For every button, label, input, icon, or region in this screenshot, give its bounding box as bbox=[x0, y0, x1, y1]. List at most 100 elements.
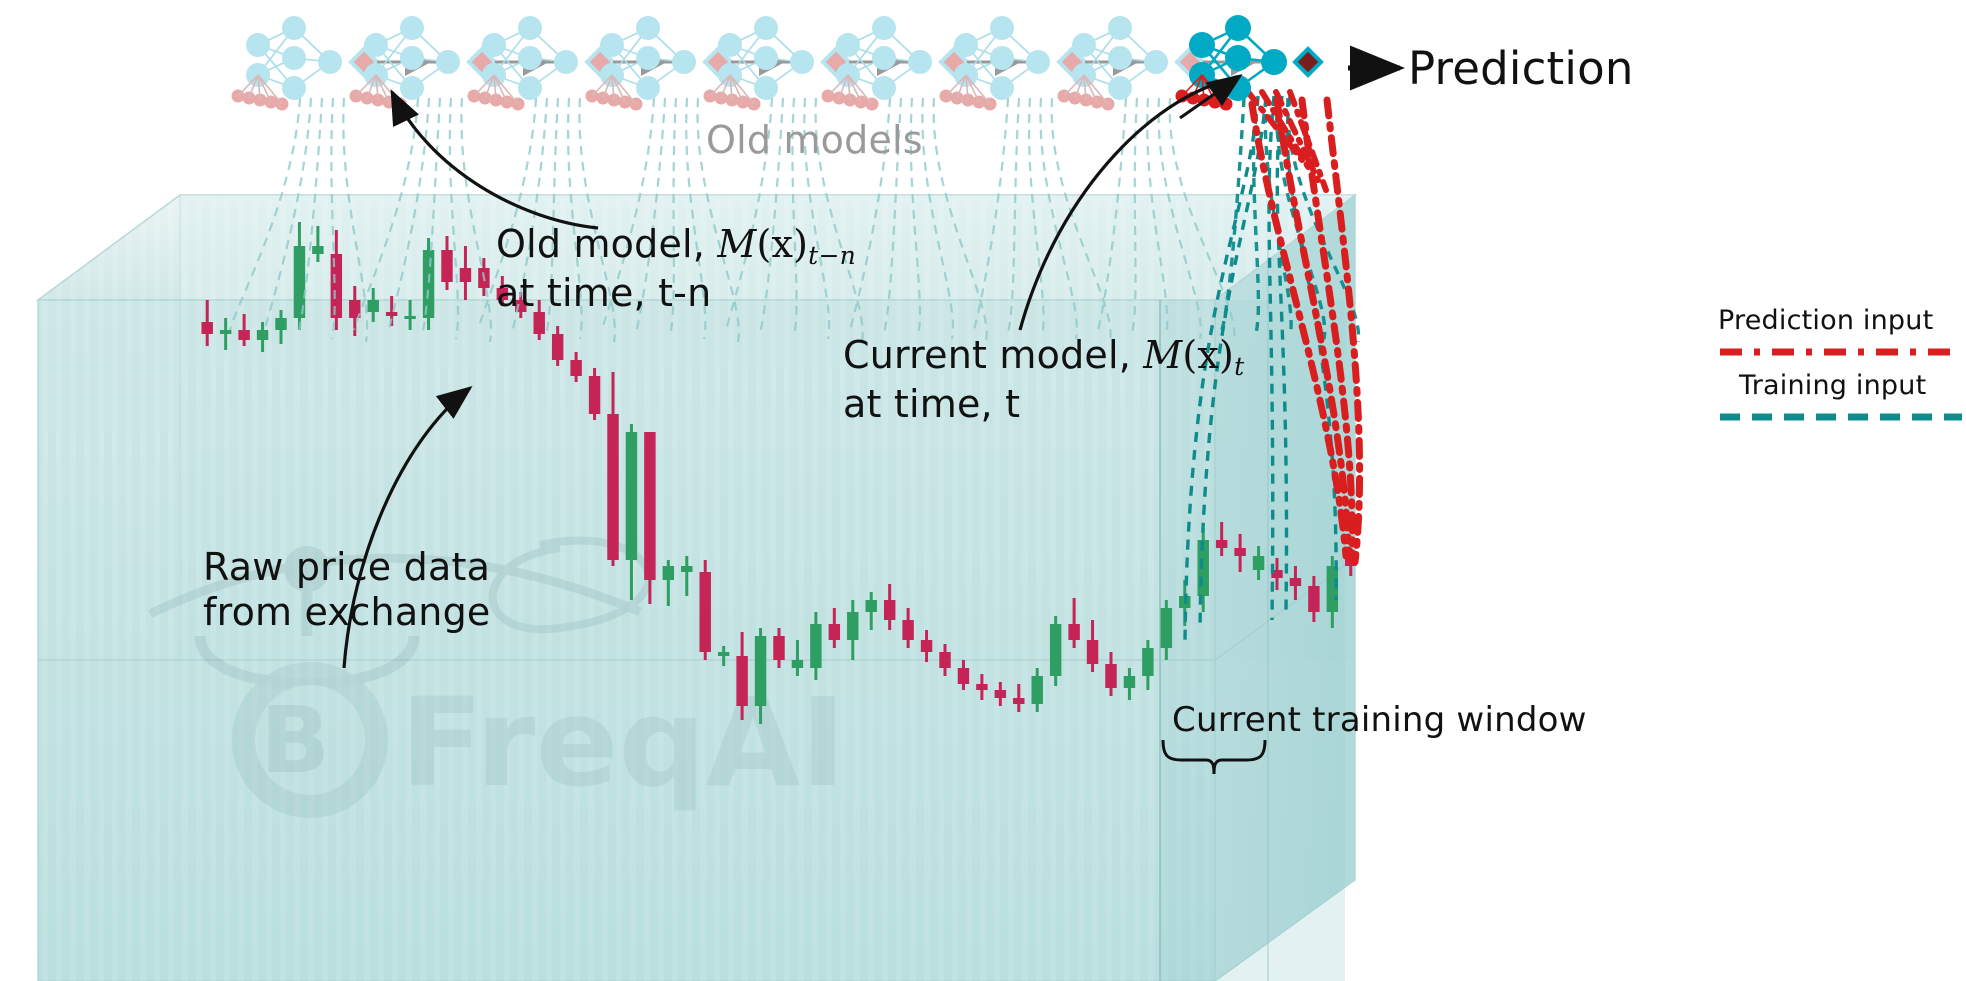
candle-body bbox=[1105, 664, 1117, 688]
network-node bbox=[872, 16, 896, 40]
network-input-edge bbox=[611, 74, 615, 101]
network-input-edge bbox=[1083, 74, 1098, 103]
candle-body bbox=[275, 318, 287, 330]
network-input-edge bbox=[591, 74, 613, 97]
candle-body bbox=[1308, 586, 1320, 612]
training-input-line bbox=[460, 97, 493, 343]
network-input-edge bbox=[729, 74, 755, 105]
training-input-line bbox=[352, 97, 420, 331]
network-input-edge bbox=[1074, 74, 1085, 99]
training-input-line-current bbox=[1183, 95, 1260, 641]
candle-body bbox=[1049, 624, 1062, 676]
candle-body bbox=[238, 330, 250, 340]
network-node bbox=[282, 76, 306, 100]
network-input-edge bbox=[1083, 74, 1109, 105]
candle-body bbox=[256, 330, 269, 340]
network-node bbox=[1108, 16, 1132, 40]
candle-body bbox=[644, 432, 656, 580]
network-node bbox=[636, 16, 660, 40]
training-window-label: Current training window bbox=[1172, 700, 1587, 740]
network-input-edge bbox=[847, 74, 862, 103]
network-input-edge bbox=[729, 74, 733, 101]
network-input-edge bbox=[257, 74, 272, 103]
candle-body bbox=[1289, 578, 1302, 586]
old-model-line2: at time, t-n bbox=[496, 270, 712, 315]
model-network-row bbox=[231, 15, 1324, 111]
network-input-edge bbox=[355, 74, 377, 97]
network-node bbox=[518, 76, 542, 100]
candle-body bbox=[625, 432, 638, 560]
network-node bbox=[436, 50, 460, 74]
freqai-watermark: B FreqAI bbox=[148, 536, 846, 818]
svg-text:FreqAI: FreqAI bbox=[400, 672, 846, 814]
leader-raw-price bbox=[342, 386, 473, 669]
network-input-edge bbox=[720, 74, 731, 99]
candle-body bbox=[607, 414, 619, 560]
candle-body bbox=[422, 250, 435, 318]
training-input-line bbox=[791, 97, 798, 337]
candle-body bbox=[533, 312, 545, 334]
candle-body bbox=[367, 300, 379, 312]
network-input-edge bbox=[1063, 74, 1085, 97]
network-node bbox=[636, 76, 660, 100]
network-input-edge bbox=[729, 74, 744, 103]
candle-body bbox=[1031, 676, 1043, 704]
training-input-line bbox=[476, 97, 538, 331]
network-node bbox=[1144, 50, 1168, 74]
network-input-edge bbox=[493, 74, 497, 101]
training-input-line bbox=[1168, 97, 1236, 343]
candle-body bbox=[994, 690, 1007, 698]
training-input-line bbox=[330, 97, 336, 340]
network-node bbox=[954, 33, 978, 57]
candle-body bbox=[902, 620, 914, 640]
network-node bbox=[636, 46, 660, 70]
network-node bbox=[282, 46, 306, 70]
candle-body bbox=[1086, 640, 1099, 664]
training-input-line bbox=[848, 97, 892, 331]
training-input-line bbox=[921, 97, 955, 340]
training-input-line bbox=[814, 97, 864, 343]
candle-body bbox=[201, 322, 213, 334]
leader-old-model bbox=[390, 89, 599, 230]
candle-body bbox=[515, 300, 527, 312]
current-model-line2: at time, t bbox=[843, 381, 1021, 426]
network-node bbox=[1108, 46, 1132, 70]
training-input-line bbox=[600, 97, 656, 331]
candle-body bbox=[957, 668, 970, 684]
training-input-line bbox=[1220, 97, 1246, 331]
raw-price-annotation: Raw price data from exchange bbox=[203, 545, 491, 635]
candle-body bbox=[681, 566, 693, 572]
network-node bbox=[754, 46, 778, 70]
training-input-line bbox=[544, 97, 560, 337]
network-input-edge bbox=[1181, 74, 1203, 97]
network-input-edge bbox=[237, 74, 259, 97]
candle-body bbox=[847, 612, 859, 640]
network-input-edge bbox=[375, 74, 390, 103]
svg-text:B: B bbox=[260, 687, 330, 794]
candle-body bbox=[1215, 540, 1228, 548]
legend-label-prediction-input: Prediction input bbox=[1718, 305, 1934, 336]
network-input-edge bbox=[838, 74, 849, 99]
network-input-edge bbox=[611, 74, 626, 103]
network-node bbox=[990, 46, 1014, 70]
network-input-edge bbox=[602, 74, 613, 99]
training-input-line-current bbox=[1267, 95, 1276, 621]
candle-body bbox=[496, 288, 509, 300]
candle-body bbox=[1326, 566, 1339, 612]
candle-body bbox=[1142, 648, 1154, 676]
raw-price-line2: from exchange bbox=[203, 589, 491, 634]
network-input-edge bbox=[965, 74, 991, 105]
candle-body bbox=[349, 300, 361, 318]
candle-body bbox=[810, 624, 822, 668]
network-input-edge bbox=[709, 74, 731, 97]
network-input-edge bbox=[493, 74, 519, 105]
training-input-line bbox=[1157, 97, 1202, 340]
network-node bbox=[1225, 45, 1251, 71]
candle-body bbox=[312, 246, 324, 254]
training-input-line bbox=[510, 97, 549, 334]
candle-body bbox=[773, 636, 785, 660]
current-model-line1-prefix: Current model, bbox=[843, 333, 1144, 377]
training-input-line bbox=[909, 97, 922, 337]
candle-body bbox=[699, 572, 711, 652]
